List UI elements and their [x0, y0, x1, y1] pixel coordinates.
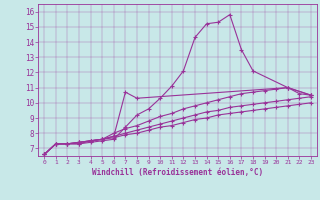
X-axis label: Windchill (Refroidissement éolien,°C): Windchill (Refroidissement éolien,°C): [92, 168, 263, 177]
